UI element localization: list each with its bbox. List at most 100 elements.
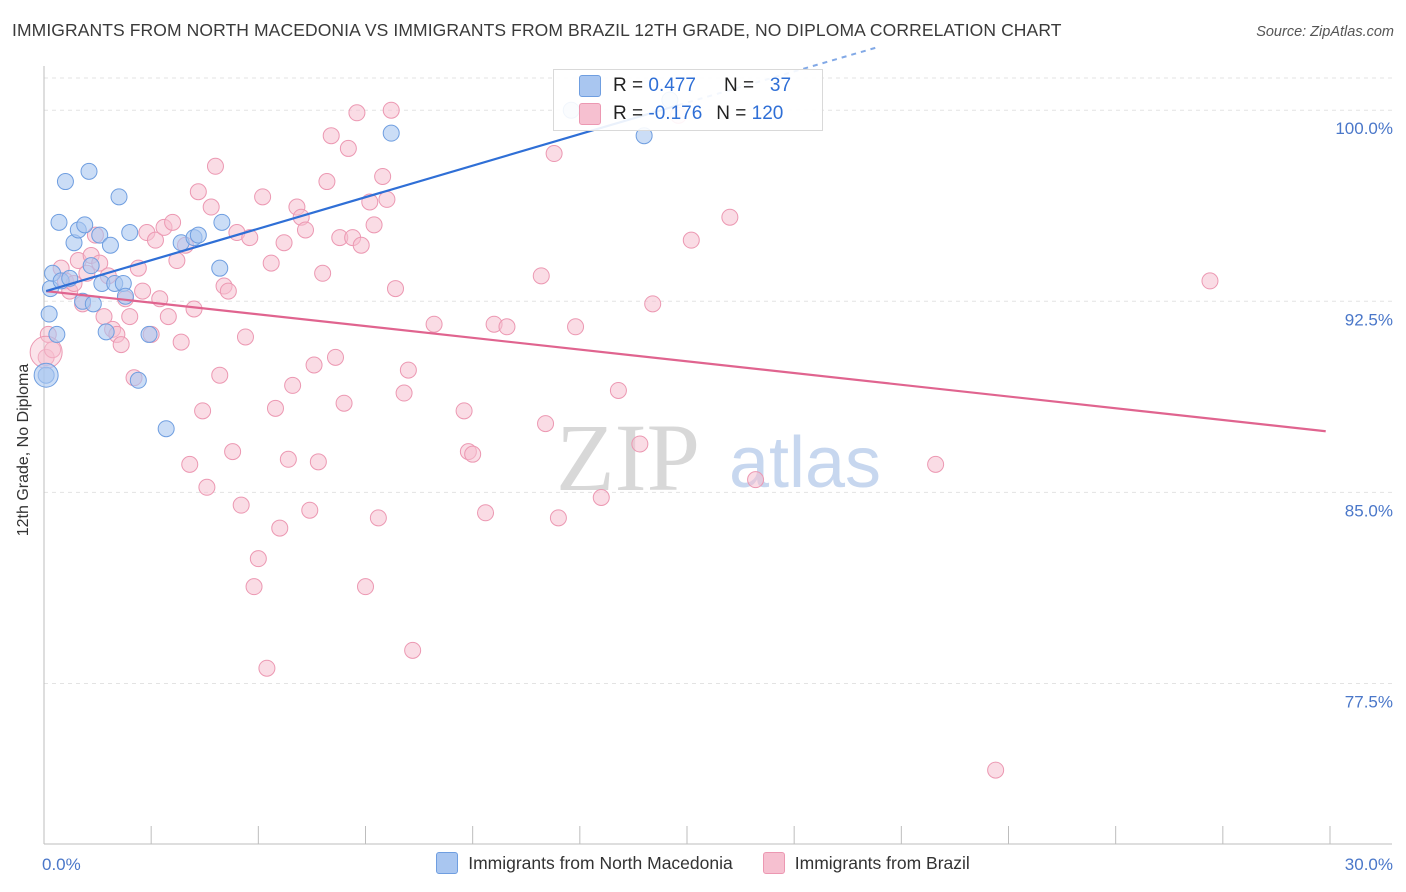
blue-swatch	[579, 75, 601, 97]
brazil-point	[537, 415, 555, 433]
north-macedonia-point	[110, 188, 128, 206]
brazil-point	[425, 315, 443, 333]
brazil-point	[357, 578, 374, 596]
brazil-point	[314, 264, 332, 282]
n-label: N =	[723, 75, 755, 96]
gridlines	[44, 77, 1392, 684]
axes	[43, 66, 1392, 845]
stats-row-brazil: R = -0.176 N = 120	[554, 101, 783, 127]
brazil-point	[339, 139, 357, 157]
brazil-point	[159, 308, 177, 326]
north-macedonia-point	[80, 162, 98, 180]
brazil-point	[378, 190, 396, 208]
north-macedonia-point	[140, 325, 158, 343]
brazil-point	[464, 445, 482, 463]
north-macedonia-point	[91, 226, 109, 244]
brazil-point	[399, 361, 417, 379]
north-macedonia-point	[33, 362, 59, 388]
north-macedonia-point	[48, 325, 66, 343]
brazil-point	[592, 488, 610, 506]
x-tick-label: 0.0%	[42, 855, 81, 874]
north-macedonia-point	[189, 226, 207, 244]
north-macedonia-point	[40, 305, 58, 323]
pink-swatch	[579, 103, 601, 125]
brazil-point	[609, 381, 627, 399]
brazil-point	[631, 435, 649, 453]
watermark-zip: ZIP	[556, 404, 700, 511]
north-macedonia-point	[213, 213, 231, 231]
brazil-point	[747, 471, 765, 489]
y-tick-label: 100.0%	[1335, 119, 1393, 138]
brazil-point	[262, 254, 280, 272]
legend-label: Immigrants from Brazil	[794, 852, 970, 873]
north-macedonia-point	[121, 224, 139, 242]
brazil-point	[211, 366, 229, 384]
brazil-point	[134, 282, 152, 300]
brazil-point	[189, 183, 207, 201]
n-label: N =	[716, 103, 747, 124]
brazil-point	[387, 280, 405, 298]
brazil-point	[275, 234, 293, 252]
legend-item-brazil[interactable]: Immigrants from Brazil	[762, 852, 970, 874]
brazil-point	[284, 376, 302, 394]
brazil-point	[112, 336, 130, 354]
brazil-point	[236, 328, 254, 346]
tick-labels: 77.5% 85.0% 92.5% 100.0% 0.0% 30.0%	[42, 119, 1393, 874]
brazil-point	[219, 282, 237, 300]
legend-swatch-pink	[762, 852, 785, 874]
north-macedonia-point	[101, 236, 119, 254]
y-tick-label: 77.5%	[1345, 692, 1393, 711]
r-label: R =	[613, 75, 644, 96]
brazil-point	[348, 104, 366, 122]
brazil-point	[241, 229, 259, 247]
brazil-point	[987, 761, 1005, 779]
brazil-point	[164, 213, 182, 231]
brazil-point	[927, 455, 945, 473]
legend-label: Immigrants from North Macedonia	[468, 852, 733, 873]
brazil-point	[352, 236, 370, 254]
brazil-point	[335, 394, 353, 412]
brazil-point	[202, 198, 220, 216]
brazil-point	[245, 578, 263, 596]
north-macedonia-point	[157, 420, 175, 438]
x-tick-label: 30.0%	[1345, 855, 1393, 874]
n-value: 37	[769, 75, 792, 96]
brazil-point	[146, 231, 164, 249]
north-macedonia-trend-line	[45, 104, 679, 293]
legend: Immigrants from North Macedonia Immigran…	[0, 852, 1406, 874]
brazil-point	[369, 509, 387, 527]
north-macedonia-point	[82, 257, 100, 275]
brazil-point	[305, 356, 323, 374]
brazil-point	[296, 221, 314, 239]
brazil-point	[545, 145, 563, 163]
brazil-point	[404, 641, 422, 659]
north-macedonia-point	[211, 259, 229, 277]
brazil-point	[232, 496, 250, 514]
brazil-point	[395, 384, 413, 402]
north-macedonia-point	[76, 216, 94, 234]
brazil-point	[382, 101, 400, 119]
brazil-point	[254, 188, 272, 206]
brazil-point	[181, 455, 199, 473]
brazil-point	[374, 167, 392, 185]
source-label: Source: ZipAtlas.com	[1256, 24, 1394, 40]
brazil-point	[455, 402, 473, 420]
brazil-point	[198, 478, 216, 496]
brazil-point	[258, 659, 276, 677]
legend-item-north-macedonia[interactable]: Immigrants from North Macedonia	[436, 852, 733, 874]
brazil-point	[549, 509, 567, 527]
brazil-point	[644, 295, 662, 313]
y-tick-label: 92.5%	[1345, 310, 1393, 329]
chart-title: IMMIGRANTS FROM NORTH MACEDONIA VS IMMIG…	[12, 20, 1062, 40]
brazil-point	[498, 318, 516, 336]
legend-swatch-blue	[436, 852, 459, 874]
brazil-point	[477, 504, 495, 522]
stats-box: R = 0.477 N = 37 R = -0.176 N = 120	[553, 69, 823, 131]
stats-row-north-macedonia: R = 0.477 N = 37	[554, 73, 791, 99]
brazil-point	[326, 348, 344, 366]
brazil-point	[266, 399, 284, 417]
y-tick-label: 85.0%	[1345, 501, 1393, 520]
brazil-point	[121, 308, 139, 326]
brazil-point	[721, 208, 739, 226]
